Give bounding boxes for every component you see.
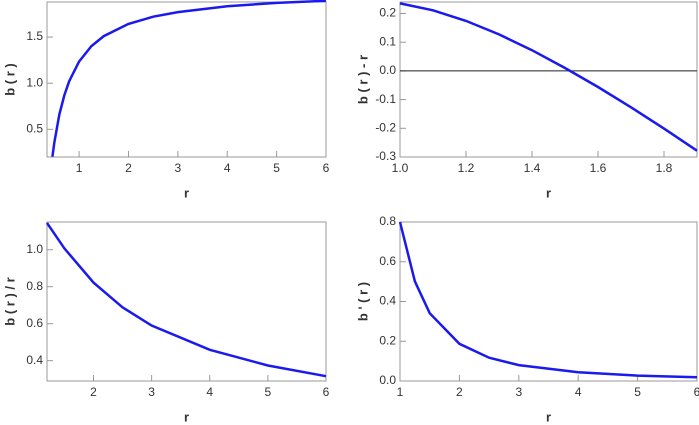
x-tick-label: 6 (694, 385, 699, 399)
plot-frame (399, 221, 698, 382)
y-tick-label: 1.5 (26, 29, 43, 43)
y-tick-label: 1.0 (26, 242, 43, 256)
y-tick-label: 0.0 (379, 63, 396, 77)
y-tick-label: 0.8 (379, 214, 396, 228)
x-axis-label: r (184, 409, 189, 424)
x-tick-label: 1 (76, 161, 83, 175)
curve (398, 221, 698, 379)
x-tick-label: 5 (265, 385, 272, 399)
y-tick-label: 0.0 (379, 373, 396, 387)
x-tick-label: 2 (90, 385, 97, 399)
y-tick-label: -0.2 (375, 120, 396, 134)
y-axis-label: b ' ( r ) (355, 282, 370, 321)
y-tick-label: 0.6 (379, 254, 396, 268)
x-tick-label: 6 (323, 161, 330, 175)
plot-frame (399, 1, 698, 158)
y-tick-label: 0.4 (26, 353, 43, 367)
x-tick-label: 3 (148, 385, 155, 399)
y-axis-label: b ( r ) (2, 63, 17, 96)
x-tick-label: 1.0 (392, 161, 409, 175)
y-tick-label: -0.3 (375, 149, 396, 163)
x-tick-label: 5 (273, 161, 280, 175)
x-tick-label: 2 (456, 385, 463, 399)
x-tick-label: 3 (515, 385, 522, 399)
x-tick-label: 1 (397, 385, 404, 399)
curve (399, 2, 698, 152)
x-tick-label: 4 (575, 385, 582, 399)
y-axis-label: b ( r ) - r (355, 55, 370, 104)
x-axis-label: r (546, 409, 551, 424)
x-tick-label: 1.2 (458, 161, 475, 175)
y-tick-label: 0.4 (379, 294, 396, 308)
y-tick-label: 0.2 (379, 6, 396, 20)
x-tick-label: 3 (175, 161, 182, 175)
x-tick-label: 1.8 (656, 161, 673, 175)
y-axis-label: b ( r ) / r (2, 277, 17, 325)
y-tick-label: -0.1 (375, 92, 396, 106)
x-tick-label: 1.4 (524, 161, 541, 175)
y-tick-label: 0.6 (26, 316, 43, 330)
y-tick-label: 0.1 (379, 34, 396, 48)
x-tick-label: 6 (323, 385, 330, 399)
x-tick-label: 4 (206, 385, 213, 399)
y-tick-label: 0.8 (26, 279, 43, 293)
y-tick-label: 0.5 (26, 121, 43, 135)
x-tick-label: 4 (224, 161, 231, 175)
x-tick-label: 5 (634, 385, 641, 399)
x-axis-label: r (184, 185, 189, 200)
curve (51, 0, 327, 157)
y-tick-label: 1.0 (26, 75, 43, 89)
x-axis-label: r (546, 185, 551, 200)
curve (45, 222, 327, 378)
x-tick-label: 2 (125, 161, 132, 175)
plot-frame (46, 221, 327, 382)
plot-frame (46, 1, 327, 158)
x-tick-label: 1.6 (590, 161, 607, 175)
y-tick-label: 0.2 (379, 333, 396, 347)
